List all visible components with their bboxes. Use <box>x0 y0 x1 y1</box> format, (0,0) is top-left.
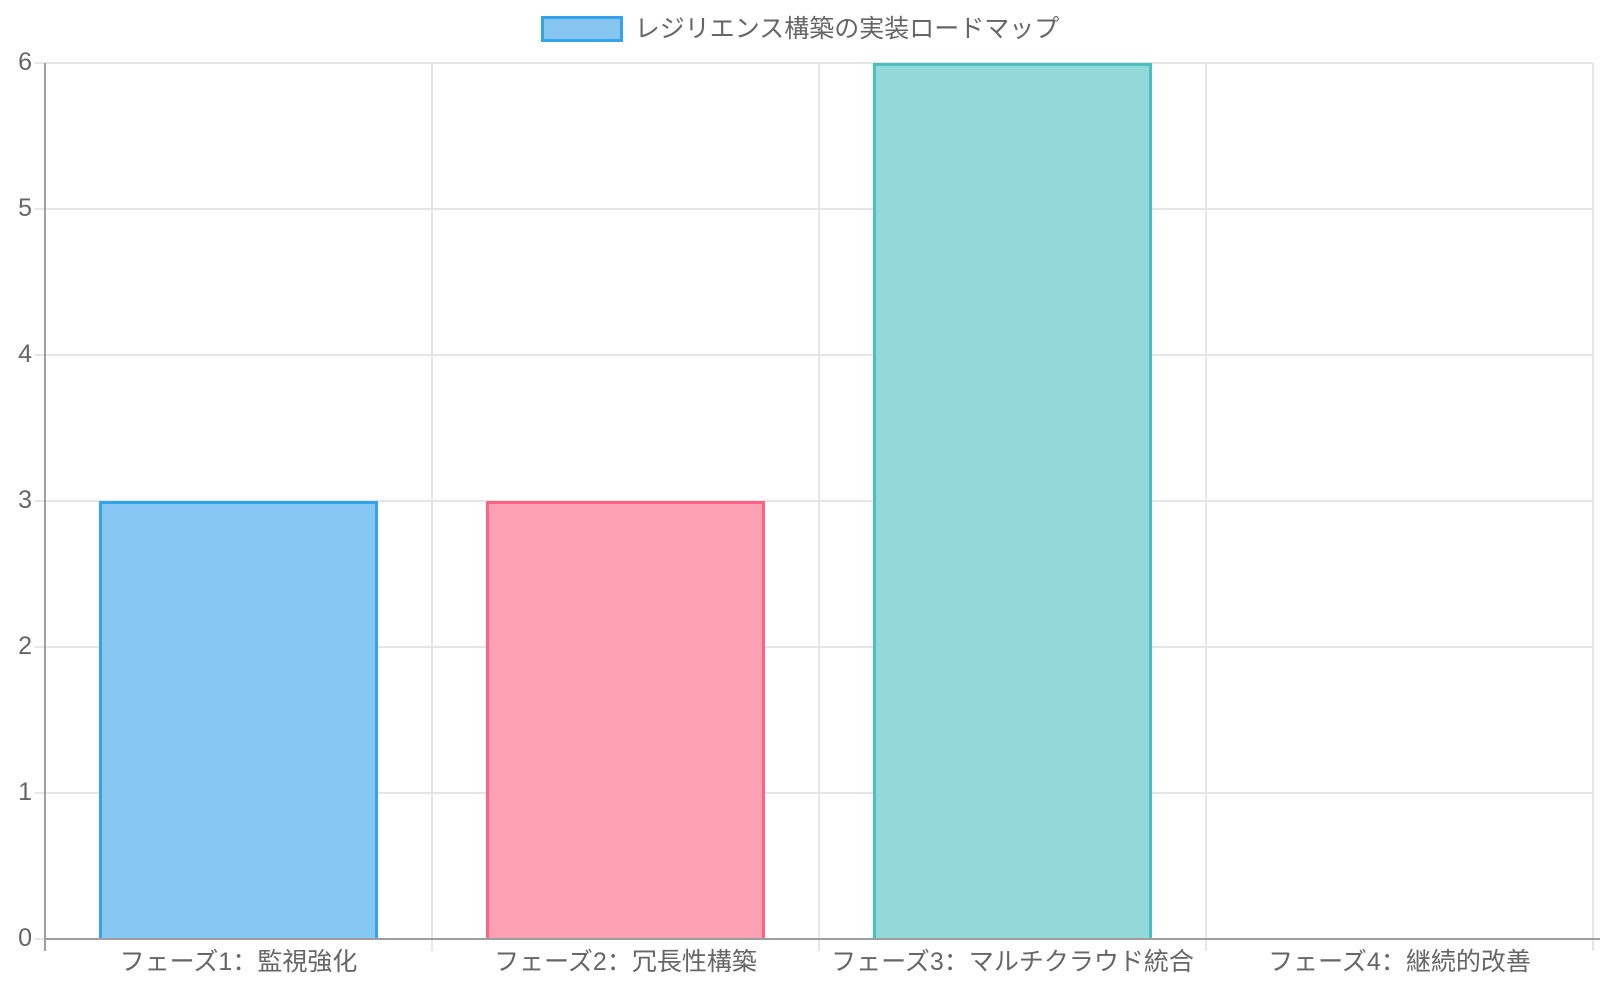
y-tick <box>35 208 45 210</box>
x-axis-label: フェーズ2：冗長性構築 <box>494 948 757 976</box>
x-gridline <box>818 63 820 939</box>
x-axis-line <box>45 938 1600 940</box>
y-tick <box>35 938 45 940</box>
y-tick <box>35 792 45 794</box>
x-axis-label: フェーズ3：マルチクラウド統合 <box>831 948 1194 976</box>
x-axis-label: フェーズ1：監視強化 <box>119 948 358 976</box>
y-tick <box>35 62 45 64</box>
legend-swatch <box>540 16 623 42</box>
bar[interactable] <box>873 63 1152 939</box>
x-tick <box>1205 939 1207 951</box>
y-axis-line <box>44 63 46 951</box>
y-tick-label: 4 <box>18 340 32 368</box>
y-tick <box>35 354 45 356</box>
x-tick <box>1592 939 1594 951</box>
chart-legend[interactable]: レジリエンス構築の実装ロードマップ <box>0 14 1600 44</box>
y-tick-label: 6 <box>18 48 32 76</box>
x-tick <box>431 939 433 951</box>
x-axis-label: フェーズ4：継続的改善 <box>1268 948 1531 976</box>
legend-label: レジリエンス構築の実装ロードマップ <box>634 15 1060 43</box>
y-tick-label: 1 <box>18 778 32 806</box>
plot-area <box>35 62 1600 951</box>
bar[interactable] <box>486 501 765 939</box>
y-tick-label: 2 <box>18 632 32 660</box>
y-tick-label: 3 <box>18 486 32 514</box>
x-gridline <box>1592 63 1594 939</box>
y-tick-label: 5 <box>18 194 32 222</box>
x-gridline <box>1205 63 1207 939</box>
y-tick-label: 0 <box>18 924 32 952</box>
y-tick <box>35 500 45 502</box>
y-tick <box>35 646 45 648</box>
bar[interactable] <box>99 501 378 939</box>
x-gridline <box>431 63 433 939</box>
x-tick <box>818 939 820 951</box>
